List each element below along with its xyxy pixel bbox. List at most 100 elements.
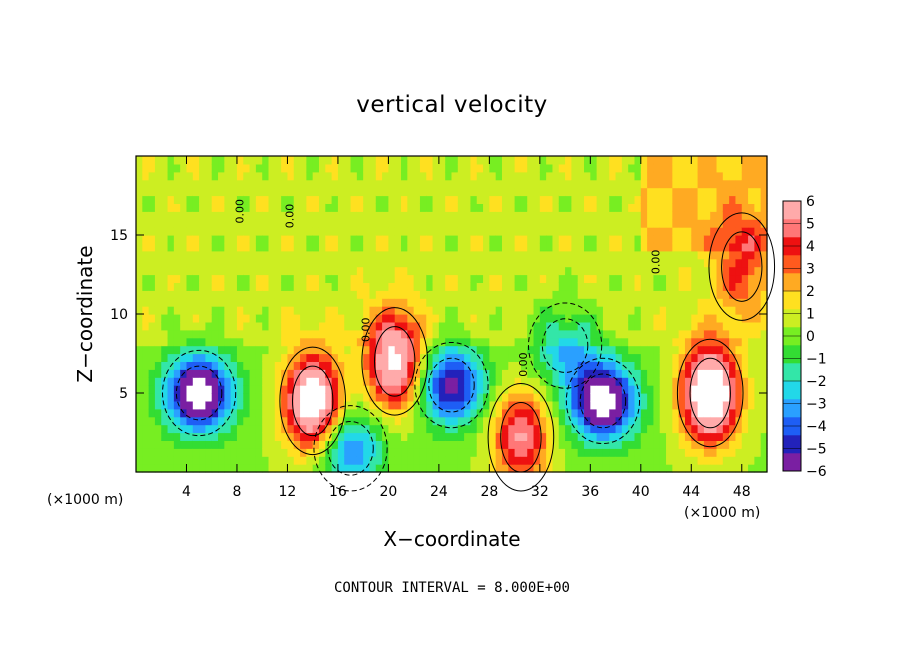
heatmap-cell bbox=[748, 306, 755, 315]
heatmap-cell bbox=[597, 298, 604, 307]
heatmap-cell bbox=[742, 464, 749, 473]
heatmap-cell bbox=[351, 346, 358, 355]
heatmap-cell bbox=[407, 338, 414, 347]
heatmap-cell bbox=[483, 298, 490, 307]
colorbar-label: −4 bbox=[806, 419, 827, 435]
heatmap-cell bbox=[357, 211, 364, 220]
heatmap-cell bbox=[628, 433, 635, 442]
heatmap-cell bbox=[281, 401, 288, 410]
heatmap-cell bbox=[470, 361, 477, 370]
heatmap-cell bbox=[496, 409, 503, 418]
heatmap-cell bbox=[464, 235, 471, 244]
heatmap-cell bbox=[174, 346, 181, 355]
heatmap-cell bbox=[256, 425, 263, 434]
heatmap-cell bbox=[218, 243, 225, 252]
heatmap-cell bbox=[698, 361, 705, 370]
heatmap-cell bbox=[256, 219, 263, 228]
heatmap-cell bbox=[363, 306, 370, 315]
heatmap-cell bbox=[142, 211, 149, 220]
heatmap-cell bbox=[489, 188, 496, 197]
heatmap-cell bbox=[212, 243, 219, 252]
heatmap-cell bbox=[685, 290, 692, 299]
heatmap-cell bbox=[149, 282, 156, 291]
heatmap-cell bbox=[142, 156, 149, 165]
heatmap-cell bbox=[332, 346, 339, 355]
heatmap-cell bbox=[199, 361, 206, 370]
heatmap-cell bbox=[647, 393, 654, 402]
heatmap-cell bbox=[546, 377, 553, 386]
heatmap-cell bbox=[149, 425, 156, 434]
y-tick-label: 10 bbox=[110, 307, 128, 323]
heatmap-cell bbox=[180, 172, 187, 181]
heatmap-cell bbox=[452, 361, 459, 370]
heatmap-cell bbox=[193, 417, 200, 426]
heatmap-cell bbox=[294, 275, 301, 284]
heatmap-cell bbox=[155, 393, 162, 402]
heatmap-cell bbox=[275, 369, 282, 378]
heatmap-cell bbox=[212, 440, 219, 449]
heatmap-cell bbox=[578, 401, 585, 410]
heatmap-cell bbox=[698, 456, 705, 465]
heatmap-cell bbox=[136, 385, 143, 394]
heatmap-cell bbox=[559, 306, 566, 315]
heatmap-cell bbox=[679, 227, 686, 236]
heatmap-cell bbox=[186, 211, 193, 220]
heatmap-cell bbox=[395, 282, 402, 291]
heatmap-cell bbox=[376, 211, 383, 220]
heatmap-cell bbox=[546, 235, 553, 244]
heatmap-cell bbox=[306, 259, 313, 268]
heatmap-cell bbox=[653, 298, 660, 307]
heatmap-cell bbox=[729, 251, 736, 259]
heatmap-cell bbox=[186, 464, 193, 473]
heatmap-cell bbox=[351, 417, 358, 426]
heatmap-cell bbox=[338, 196, 345, 205]
heatmap-cell bbox=[571, 275, 578, 284]
heatmap-cell bbox=[224, 290, 231, 299]
x-tick-label: 8 bbox=[232, 484, 241, 500]
heatmap-cell bbox=[534, 203, 541, 212]
heatmap-cell bbox=[218, 338, 225, 347]
heatmap-cell bbox=[351, 219, 358, 228]
heatmap-cell bbox=[672, 448, 679, 457]
heatmap-cell bbox=[710, 448, 717, 457]
heatmap-cell bbox=[407, 235, 414, 244]
heatmap-cell bbox=[407, 275, 414, 284]
heatmap-cell bbox=[256, 164, 263, 173]
heatmap-cell bbox=[704, 219, 711, 228]
heatmap-cell bbox=[407, 456, 414, 465]
heatmap-cell bbox=[597, 164, 604, 173]
heatmap-cell bbox=[679, 243, 686, 252]
heatmap-cell bbox=[464, 203, 471, 212]
heatmap-cell bbox=[666, 251, 673, 259]
heatmap-cell bbox=[452, 211, 459, 220]
heatmap-cell bbox=[275, 243, 282, 252]
heatmap-cell bbox=[193, 377, 200, 386]
heatmap-cell bbox=[508, 275, 515, 284]
heatmap-cell bbox=[262, 290, 269, 299]
heatmap-cell bbox=[363, 290, 370, 299]
heatmap-cell bbox=[653, 361, 660, 370]
heatmap-cell bbox=[205, 393, 212, 402]
heatmap-cell bbox=[168, 180, 175, 189]
heatmap-cell bbox=[653, 440, 660, 449]
heatmap-cell bbox=[401, 346, 408, 355]
heatmap-cell bbox=[262, 298, 269, 307]
heatmap-cell bbox=[679, 251, 686, 259]
heatmap-cell bbox=[414, 235, 421, 244]
heatmap-cell bbox=[136, 180, 143, 189]
heatmap-cell bbox=[679, 314, 686, 323]
heatmap-cell bbox=[401, 180, 408, 189]
heatmap-cell bbox=[647, 156, 654, 165]
heatmap-cell bbox=[388, 346, 395, 355]
heatmap-cell bbox=[363, 401, 370, 410]
heatmap-cell bbox=[704, 322, 711, 331]
heatmap-cell bbox=[735, 306, 742, 315]
heatmap-cell bbox=[445, 156, 452, 165]
heatmap-cell bbox=[243, 282, 250, 291]
heatmap-cell bbox=[193, 385, 200, 394]
heatmap-cell bbox=[628, 425, 635, 434]
heatmap-cell bbox=[660, 464, 667, 473]
heatmap-cell bbox=[142, 417, 149, 426]
heatmap-cell bbox=[262, 314, 269, 323]
heatmap-cell bbox=[275, 417, 282, 426]
